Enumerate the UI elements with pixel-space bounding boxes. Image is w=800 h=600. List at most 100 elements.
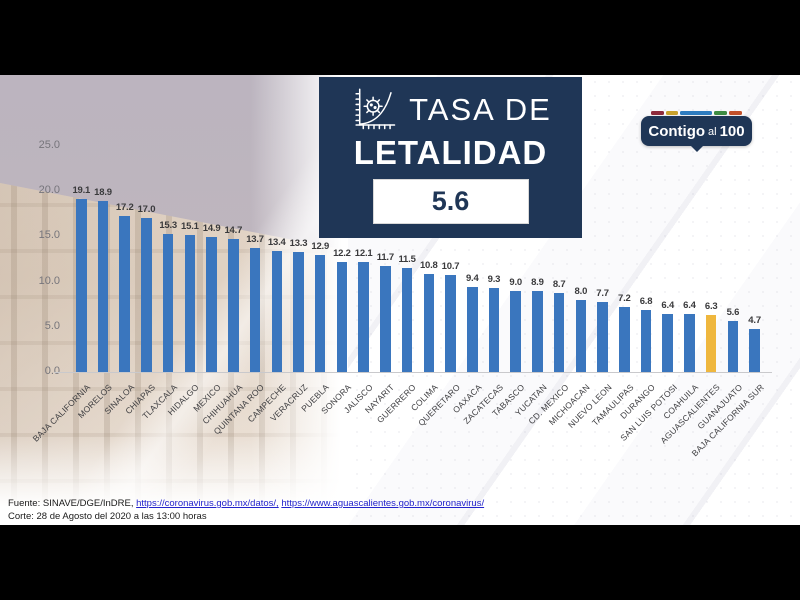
logo-box: Contigo al 100 [641, 116, 752, 152]
bar-value-label: 8.9 [531, 277, 544, 289]
logo-dash [680, 111, 712, 115]
y-axis-tick: 5.0 [44, 319, 60, 332]
bar-value-label: 9.3 [487, 273, 501, 285]
bar [228, 238, 239, 372]
bar-value-label: 4.7 [748, 315, 761, 327]
bar [141, 218, 152, 372]
bar-value-label: 17.2 [115, 202, 134, 214]
x-axis-line [54, 372, 772, 373]
bar [684, 314, 695, 372]
bar [705, 314, 717, 372]
footer-line-corte: Corte: 28 de Agosto del 2020 a las 13:00… [8, 511, 207, 522]
logo-dash [666, 111, 678, 115]
logo-tail [689, 145, 704, 152]
bar [597, 302, 608, 372]
logo-dash [651, 111, 664, 115]
bar-value-label: 6.4 [683, 300, 696, 312]
bar-value-label: 5.6 [726, 307, 740, 319]
bar-value-label: 8.0 [574, 285, 588, 297]
bar [76, 199, 87, 372]
y-axis-tick: 0.0 [44, 365, 60, 377]
source-footer: Fuente: SINAVE/DGE/InDRE, https://corona… [8, 497, 484, 523]
bar-chart: 0.0 5.0 10.0 15.0 20.0 25.0 19.1 18.9 17.2 17.0 1… [0, 75, 800, 525]
bar [401, 267, 413, 372]
bar [97, 200, 109, 372]
slide-content: 0.0 5.0 10.0 15.0 20.0 25.0 19.1 18.9 17.2 17.0 1… [0, 75, 800, 525]
title-line2: LETALIDAD [353, 134, 548, 171]
photo-fade-overlay [0, 75, 348, 525]
title-card: TASA DE LETALIDAD 5.6 [319, 77, 582, 238]
y-axis-tick: 20.0 [38, 184, 60, 196]
bar-value-label: 15.1 [181, 221, 199, 233]
letterbox-top [0, 0, 800, 75]
bar [467, 286, 478, 372]
title-line1: TASA DE [409, 92, 552, 127]
bar-value-label: 11.7 [376, 252, 394, 264]
bar-value-label: 14.9 [202, 223, 221, 235]
footer-line-fuente: Fuente: SINAVE/DGE/InDRE, https://corona… [8, 497, 484, 510]
bar [119, 216, 130, 372]
letterbox-bottom [0, 525, 800, 600]
bar [162, 233, 174, 372]
y-axis-tick: 10.0 [38, 274, 60, 287]
bar [727, 321, 739, 372]
chart-virus-icon [349, 83, 399, 138]
bar [445, 275, 456, 372]
bar [358, 262, 369, 372]
bar [314, 255, 326, 372]
logo-dashes [641, 111, 752, 115]
bar-value-label: 10.8 [419, 260, 438, 272]
bar [510, 290, 521, 372]
bar-value-label: 18.9 [94, 186, 112, 198]
bar-value-label: 13.4 [267, 236, 286, 248]
bar-value-label: 19.1 [72, 185, 91, 197]
logo-dash [714, 111, 727, 115]
background-photo [0, 75, 348, 525]
bar-value-label: 13.3 [289, 237, 308, 249]
bar [380, 266, 391, 372]
bar [553, 293, 565, 372]
logo-word-al: al [708, 126, 717, 138]
rate-value: 5.6 [431, 186, 470, 216]
bar-value-label: 12.1 [354, 248, 373, 260]
bar-value-label: 6.3 [704, 300, 718, 312]
bar-value-label: 12.9 [311, 241, 330, 253]
bar [532, 291, 543, 372]
bar-value-label: 11.5 [398, 253, 416, 265]
bar-value-label: 6.8 [639, 296, 653, 308]
bar [423, 274, 435, 372]
bar [619, 306, 630, 372]
bar-value-label: 9.0 [509, 276, 522, 288]
bar-value-label: 17.0 [137, 204, 156, 216]
bar-value-label: 9.4 [465, 272, 479, 284]
bar-value-label: 15.3 [159, 219, 178, 231]
bar-value-label: 14.7 [224, 224, 243, 236]
fuente-label: Fuente: SINAVE/DGE/InDRE, [8, 498, 137, 509]
bar-value-label: 10.7 [441, 261, 460, 273]
logo-word-contigo: Contigo [648, 122, 706, 140]
bar-value-label: 7.7 [596, 288, 609, 300]
link-coronavirus-gob[interactable]: https://coronavirus.gob.mx/datos/, [136, 498, 279, 509]
link-aguascalientes-gob[interactable]: https://www.aguascalientes.gob.mx/corona… [281, 498, 485, 509]
logo-dash [729, 111, 742, 115]
bar-value-label: 12.2 [333, 247, 351, 259]
bar [640, 310, 652, 372]
bar [206, 237, 217, 372]
bar [184, 235, 196, 372]
bar [271, 250, 283, 372]
y-axis-tick: 25.0 [38, 138, 60, 151]
bar-value-label: 7.2 [617, 292, 631, 304]
bar [488, 287, 500, 372]
logo-word-100: 100 [719, 122, 745, 140]
bar [575, 299, 587, 372]
bar [293, 251, 304, 372]
bar-value-label: 13.7 [246, 234, 264, 245]
bar [249, 248, 261, 372]
bar-value-label: 6.4 [661, 300, 675, 312]
bar [336, 261, 348, 372]
bar-value-label: 8.7 [552, 279, 566, 291]
contigo-logo: Contigo al 100 [641, 111, 752, 152]
bar [749, 329, 760, 372]
y-axis-tick: 15.0 [38, 229, 60, 242]
